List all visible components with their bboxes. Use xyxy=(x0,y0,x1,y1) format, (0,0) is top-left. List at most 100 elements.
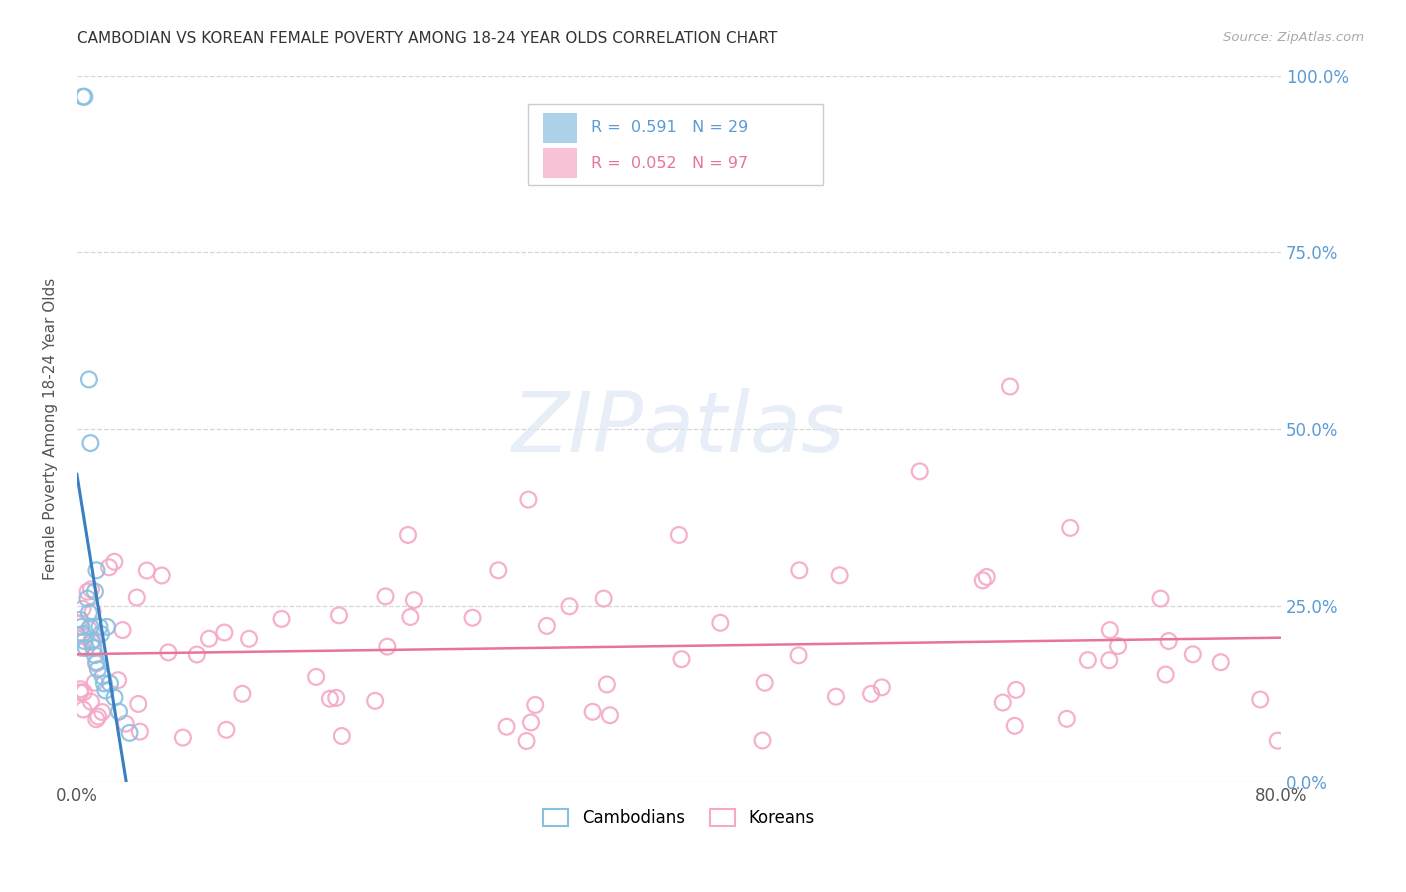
Point xyxy=(96,620,118,634)
Text: ZIPatlas: ZIPatlas xyxy=(512,388,846,469)
Point xyxy=(80,582,103,597)
Point xyxy=(325,690,347,705)
Point xyxy=(69,682,91,697)
Point xyxy=(1056,712,1078,726)
Point xyxy=(86,563,108,577)
Point xyxy=(69,685,91,699)
Point xyxy=(1059,521,1081,535)
Point xyxy=(114,716,136,731)
Point xyxy=(828,568,851,582)
Point xyxy=(787,648,810,663)
Point xyxy=(89,620,111,634)
Point xyxy=(536,619,558,633)
Point xyxy=(79,620,101,634)
Point xyxy=(72,627,94,641)
FancyBboxPatch shape xyxy=(543,148,576,178)
Point xyxy=(87,709,110,723)
Point xyxy=(751,733,773,747)
Text: R =  0.591   N = 29: R = 0.591 N = 29 xyxy=(591,120,748,136)
Point xyxy=(76,591,98,606)
Point xyxy=(1157,634,1180,648)
Point xyxy=(80,695,103,709)
Point xyxy=(83,632,105,647)
Point xyxy=(328,608,350,623)
Point xyxy=(592,591,614,606)
Point xyxy=(1209,655,1232,669)
Point xyxy=(1004,719,1026,733)
Point xyxy=(998,379,1021,393)
Point xyxy=(908,464,931,478)
Point xyxy=(150,568,173,582)
Point xyxy=(107,673,129,688)
Point xyxy=(69,616,91,631)
Point xyxy=(86,655,108,669)
Point xyxy=(87,662,110,676)
Point xyxy=(103,690,125,705)
Point xyxy=(515,734,537,748)
Point xyxy=(91,669,114,683)
Point xyxy=(364,694,387,708)
Point xyxy=(125,591,148,605)
Point xyxy=(972,574,994,588)
Point xyxy=(84,712,107,726)
Point xyxy=(198,632,221,646)
Point xyxy=(76,584,98,599)
Point xyxy=(1005,682,1028,697)
Point xyxy=(98,676,121,690)
Point xyxy=(305,670,328,684)
Point xyxy=(72,602,94,616)
Point xyxy=(72,89,94,103)
Point xyxy=(83,675,105,690)
Point xyxy=(596,677,619,691)
Point xyxy=(70,620,93,634)
Point xyxy=(94,683,117,698)
Point xyxy=(1181,648,1204,662)
Point xyxy=(486,563,509,577)
Text: R =  0.052   N = 97: R = 0.052 N = 97 xyxy=(591,156,748,170)
Point xyxy=(73,685,96,699)
Point xyxy=(238,632,260,646)
Text: Source: ZipAtlas.com: Source: ZipAtlas.com xyxy=(1223,31,1364,45)
Point xyxy=(668,528,690,542)
Point xyxy=(82,641,104,656)
FancyBboxPatch shape xyxy=(543,113,576,143)
Point xyxy=(214,625,236,640)
Text: CAMBODIAN VS KOREAN FEMALE POVERTY AMONG 18-24 YEAR OLDS CORRELATION CHART: CAMBODIAN VS KOREAN FEMALE POVERTY AMONG… xyxy=(77,31,778,46)
Point xyxy=(172,731,194,745)
Point xyxy=(69,613,91,627)
Point xyxy=(77,372,100,386)
Point xyxy=(70,640,93,655)
Point xyxy=(111,623,134,637)
Point xyxy=(73,89,96,103)
Point xyxy=(461,611,484,625)
Point xyxy=(157,645,180,659)
Point xyxy=(825,690,848,704)
Point xyxy=(1098,623,1121,637)
Point xyxy=(671,652,693,666)
Point xyxy=(374,590,396,604)
Point xyxy=(1098,653,1121,667)
Point xyxy=(319,691,342,706)
Point xyxy=(517,492,540,507)
Point xyxy=(1154,667,1177,681)
Point xyxy=(127,697,149,711)
Point xyxy=(118,726,141,740)
Point xyxy=(77,606,100,620)
Point xyxy=(231,687,253,701)
Point xyxy=(186,648,208,662)
Point xyxy=(79,436,101,450)
Point xyxy=(80,634,103,648)
Y-axis label: Female Poverty Among 18-24 Year Olds: Female Poverty Among 18-24 Year Olds xyxy=(44,277,58,580)
Point xyxy=(599,708,621,723)
Point xyxy=(72,702,94,716)
Point xyxy=(108,705,131,719)
Point xyxy=(77,622,100,636)
Point xyxy=(135,564,157,578)
Point xyxy=(75,641,97,656)
Point xyxy=(520,715,543,730)
Point xyxy=(495,720,517,734)
Point xyxy=(93,676,115,690)
Point xyxy=(128,724,150,739)
Point xyxy=(90,627,112,641)
Point xyxy=(402,593,425,607)
